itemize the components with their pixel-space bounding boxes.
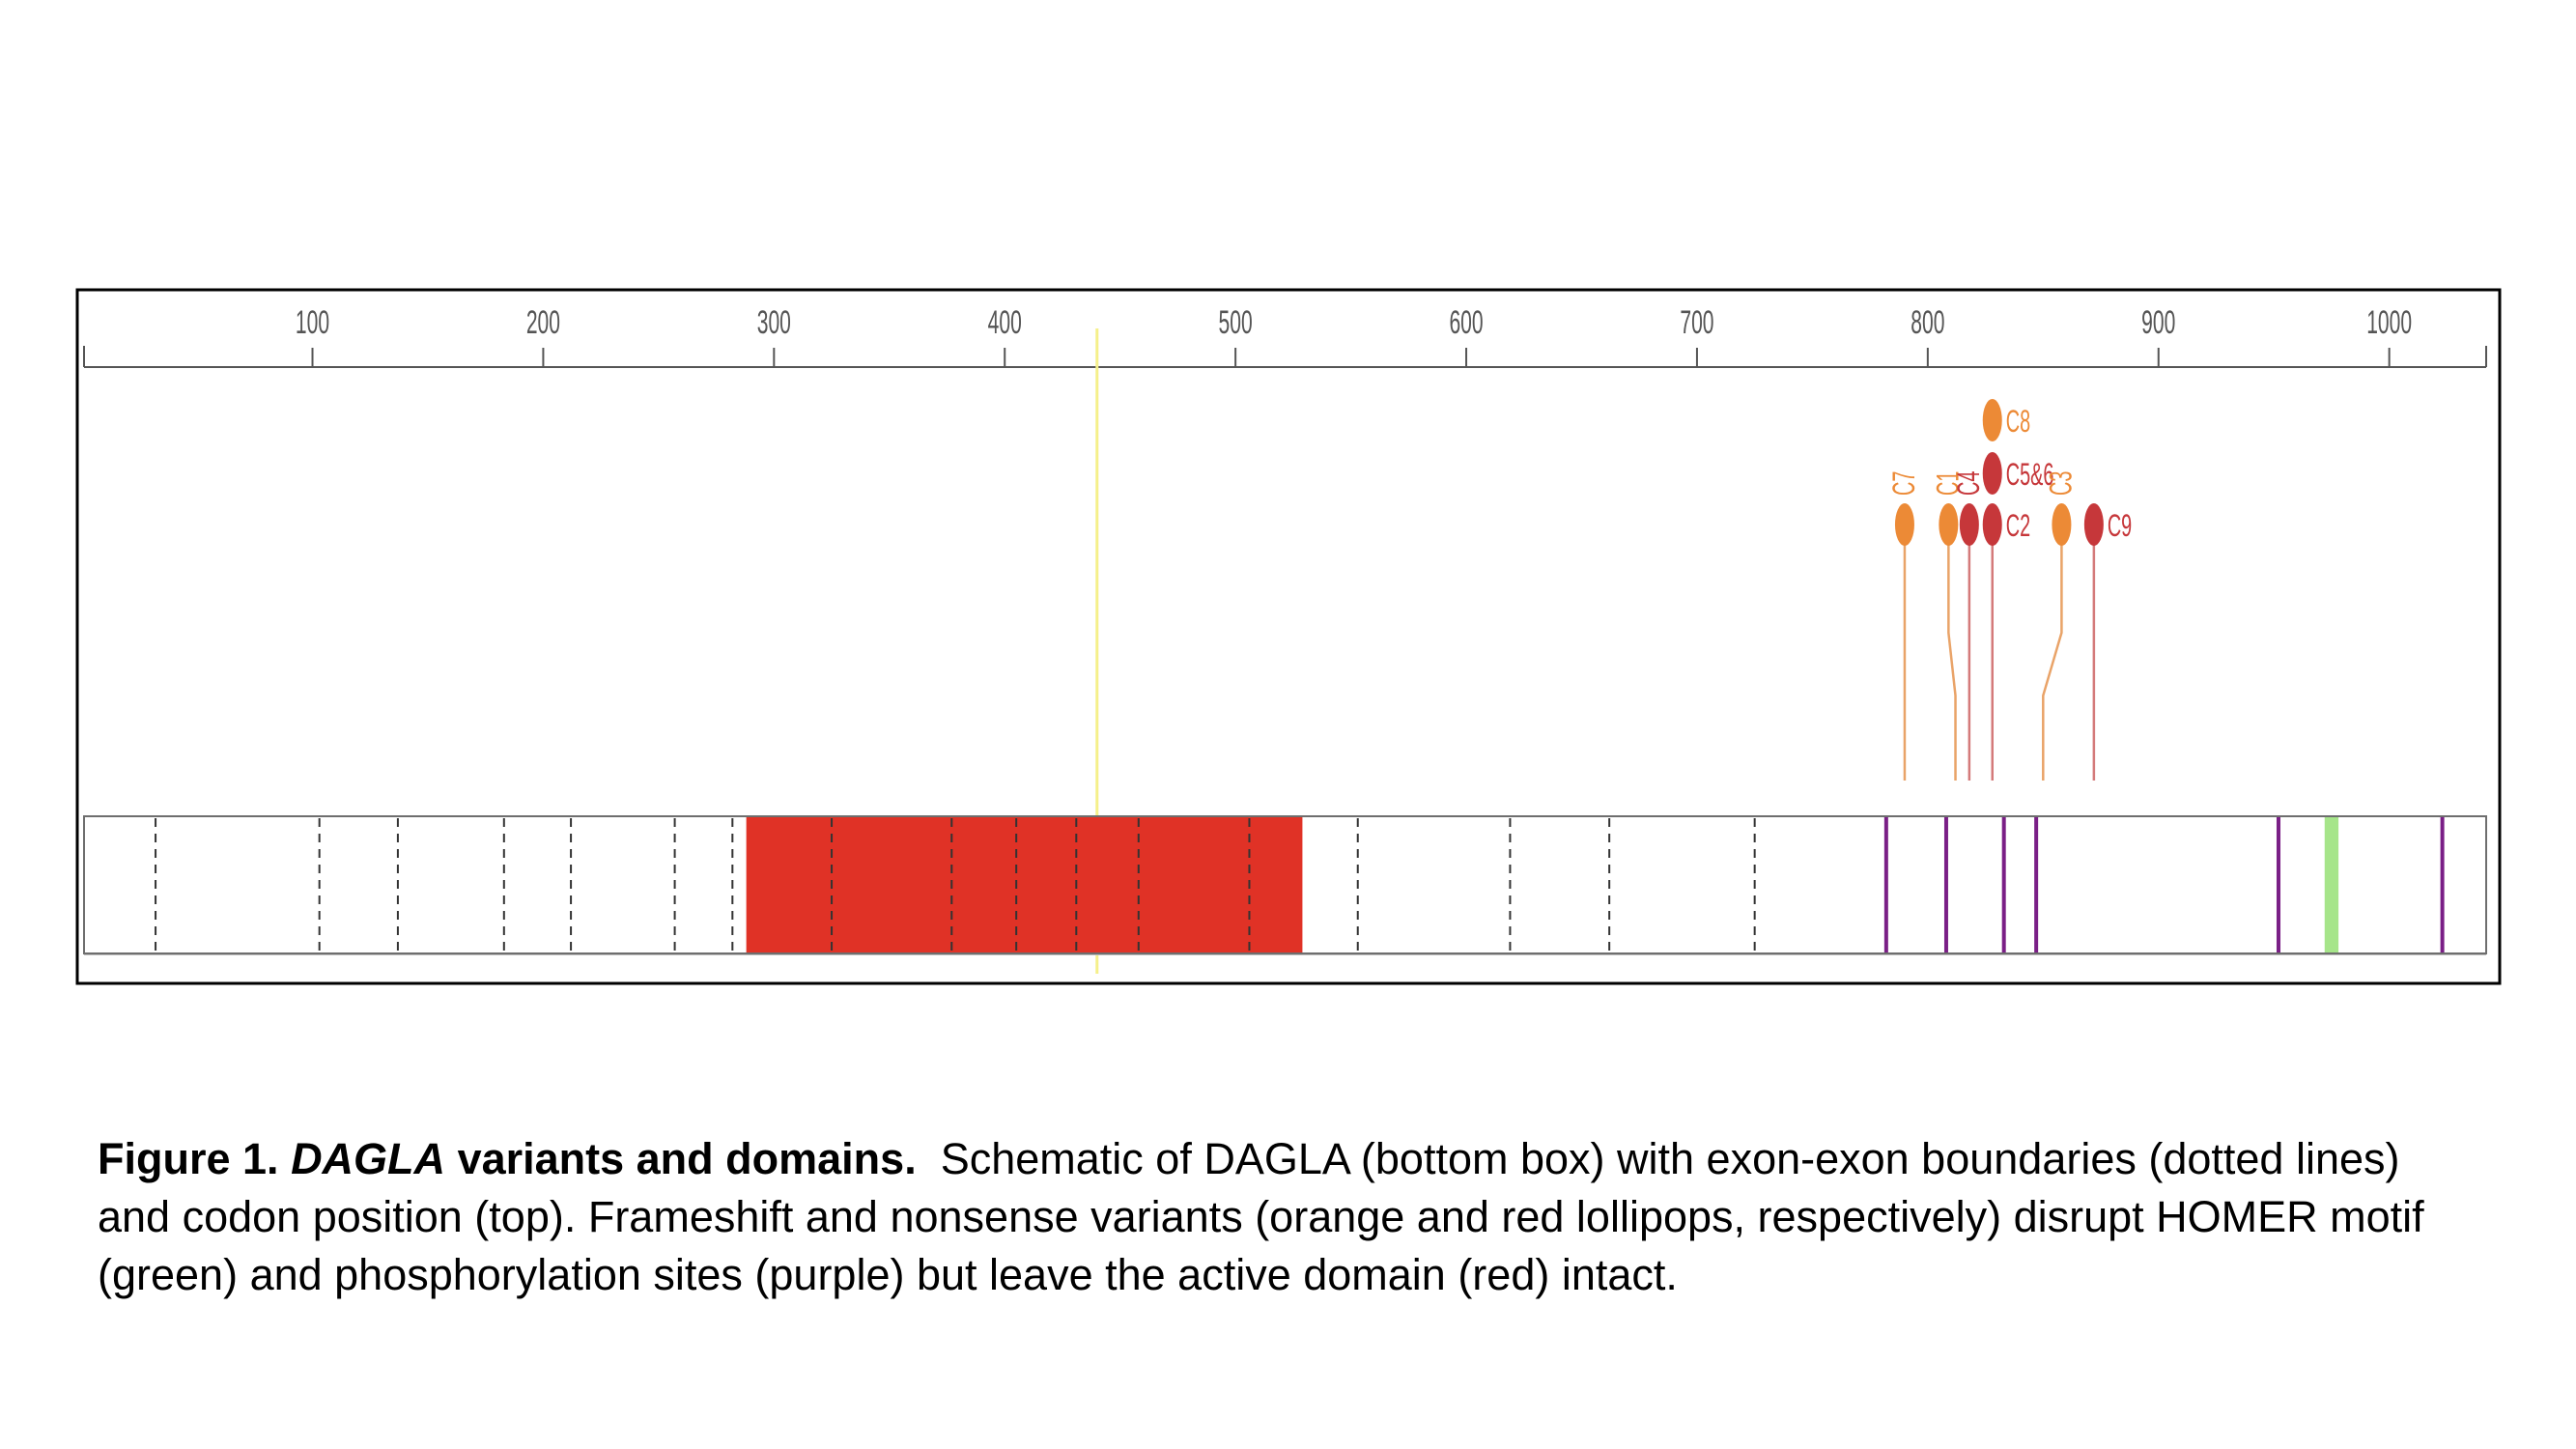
active-domain-region — [746, 817, 1303, 952]
axis-tick-label: 600 — [1449, 303, 1483, 340]
HOMER-motif-region — [2324, 817, 2339, 952]
lollipop-label-C9: C9 — [2108, 508, 2132, 543]
axis-tick-label: 900 — [2141, 303, 2175, 340]
lollipop-label-C3: C3 — [2044, 471, 2079, 496]
lollipop-label-C5&6: C5&6 — [2006, 457, 2054, 492]
lollipop-label-C8: C8 — [2006, 404, 2030, 439]
caption-gene-name: DAGLA — [291, 1134, 446, 1183]
lollipop-label-C7: C7 — [1886, 471, 1921, 496]
lollipop-label-C1: C1 — [1931, 471, 1966, 496]
lollipop-stem-C1 — [1947, 525, 1957, 781]
lollipop-head-C4 — [1959, 503, 1979, 546]
axis-tick-label: 200 — [526, 303, 560, 340]
lollipop-stems — [1903, 525, 2096, 781]
axis-tick-label: 500 — [1219, 303, 1253, 340]
lollipop-head-C7 — [1894, 503, 1914, 546]
lollipop-head-C9 — [2083, 503, 2104, 546]
axis-tick-label: 700 — [1680, 303, 1713, 340]
axis-tick-label: 800 — [1911, 303, 1944, 340]
codon-axis: 100 200 300 400 500 600 700 800 900 1000 — [83, 303, 2487, 368]
axis-tick-label: 300 — [757, 303, 791, 340]
lollipop-head-C5&6 — [1982, 452, 2002, 495]
lollipop-head-C3 — [2052, 503, 2072, 546]
caption-body: Schematic of DAGLA (bottom box) with exo… — [98, 1134, 2424, 1299]
lollipop-label-C4: C4 — [1951, 471, 1986, 496]
lollipop-head-C2 — [1982, 503, 2002, 546]
axis-tick-label: 1000 — [2366, 303, 2412, 340]
lollipop-head-C8 — [1982, 399, 2002, 441]
caption-figure-label: Figure 1. — [98, 1134, 279, 1183]
caption-title: variants and domains. — [457, 1134, 917, 1183]
protein-box — [83, 815, 2487, 955]
axis-tick-label: 400 — [988, 303, 1022, 340]
axis-tick-label: 100 — [296, 303, 329, 340]
lollipop-label-C2: C2 — [2006, 508, 2030, 543]
lollipop-head-C1 — [1939, 503, 1959, 546]
figure-caption: Figure 1. DAGLA variants and domains. Sc… — [98, 1130, 2454, 1304]
lollipop-stem-C3 — [2042, 525, 2063, 781]
figure-frame — [75, 288, 2502, 985]
